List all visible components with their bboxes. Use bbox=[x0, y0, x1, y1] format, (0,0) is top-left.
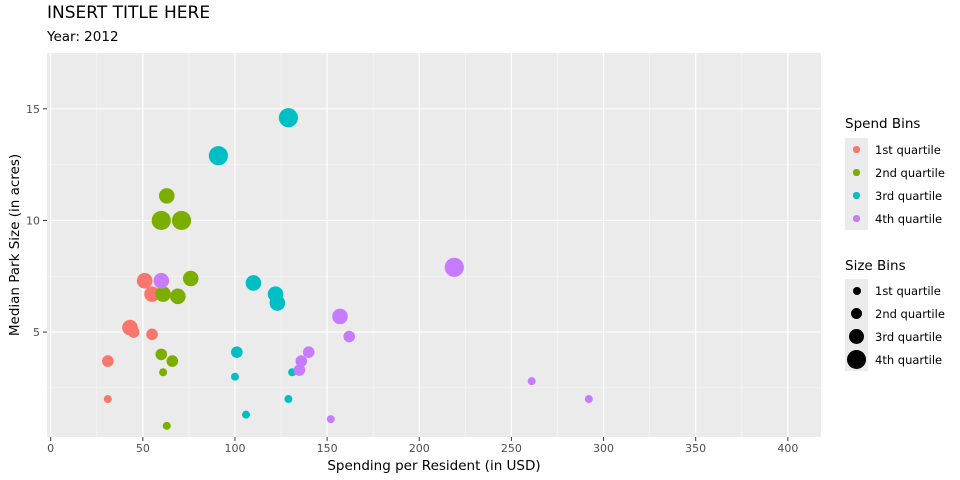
x-tick-label: 150 bbox=[317, 442, 338, 455]
x-tick-label: 300 bbox=[593, 442, 614, 455]
data-point bbox=[103, 395, 112, 404]
data-point bbox=[158, 188, 175, 204]
data-point bbox=[102, 355, 114, 367]
data-point bbox=[326, 415, 335, 424]
data-point bbox=[127, 326, 140, 338]
legend-label: 2nd quartile bbox=[875, 165, 945, 180]
data-point bbox=[146, 328, 158, 341]
data-point bbox=[170, 288, 186, 305]
legend-spend-item: 1st quartile bbox=[845, 138, 941, 161]
legend-spend-item: 3rd quartile bbox=[845, 184, 942, 207]
chart-subtitle: Year: 2012 bbox=[47, 29, 119, 45]
data-point bbox=[584, 395, 593, 404]
legend-key bbox=[845, 325, 868, 348]
data-point bbox=[155, 286, 171, 302]
legend-key bbox=[845, 348, 868, 371]
x-tick-label: 100 bbox=[224, 442, 245, 455]
legend-dot bbox=[848, 328, 865, 345]
legend-key bbox=[845, 161, 868, 184]
data-point bbox=[153, 272, 170, 289]
legend-size-item: 2nd quartile bbox=[845, 302, 945, 325]
x-tick-label: 0 bbox=[47, 442, 54, 455]
data-point bbox=[166, 355, 179, 367]
legend-size-item: 4th quartile bbox=[845, 348, 942, 371]
legend-dot bbox=[853, 215, 860, 222]
x-axis-label: Spending per Resident (in USD) bbox=[327, 458, 540, 474]
data-point bbox=[245, 275, 262, 291]
data-point bbox=[332, 308, 348, 325]
x-tick-label: 250 bbox=[501, 442, 522, 455]
legend-label: 1st quartile bbox=[875, 283, 941, 298]
data-point bbox=[151, 210, 171, 231]
plot-panel bbox=[47, 53, 821, 437]
legend-key bbox=[845, 302, 868, 325]
legend-label: 4th quartile bbox=[875, 352, 943, 367]
legend-dot bbox=[852, 286, 861, 295]
data-point bbox=[144, 286, 160, 302]
data-point bbox=[295, 355, 308, 367]
data-point bbox=[159, 368, 168, 377]
x-tick-label: 50 bbox=[136, 442, 150, 455]
legend-label: 3rd quartile bbox=[875, 188, 943, 203]
data-point bbox=[444, 257, 464, 277]
legend-spend-title: Spend Bins bbox=[845, 116, 921, 132]
legend-label: 4th quartile bbox=[875, 211, 943, 226]
legend-dot bbox=[853, 192, 860, 199]
data-point bbox=[284, 395, 293, 404]
data-point bbox=[302, 346, 315, 358]
data-point bbox=[182, 270, 199, 287]
legend-spend-item: 4th quartile bbox=[845, 207, 942, 230]
legend-dot bbox=[853, 169, 860, 176]
legend-key bbox=[845, 207, 868, 230]
legend-key bbox=[845, 138, 868, 161]
y-tick-label: 5 bbox=[33, 326, 40, 339]
data-point bbox=[293, 364, 306, 376]
data-point bbox=[208, 146, 228, 166]
legend-label: 1st quartile bbox=[875, 142, 941, 157]
data-point bbox=[162, 421, 171, 430]
legend-dot bbox=[853, 146, 860, 153]
data-point bbox=[155, 348, 168, 361]
chart-title: INSERT TITLE HERE bbox=[47, 3, 211, 23]
legend-dot bbox=[846, 349, 867, 370]
data-point bbox=[269, 295, 286, 311]
legend-label: 3rd quartile bbox=[875, 329, 943, 344]
x-tick-label: 350 bbox=[685, 442, 706, 455]
legend-dot bbox=[850, 307, 863, 320]
legend-spend-item: 2nd quartile bbox=[845, 161, 945, 184]
x-tick-label: 200 bbox=[409, 442, 430, 455]
data-point bbox=[278, 108, 299, 128]
legend-label: 2nd quartile bbox=[875, 306, 945, 321]
y-tick-label: 15 bbox=[26, 103, 40, 116]
data-point bbox=[230, 372, 239, 381]
data-point bbox=[343, 330, 356, 343]
data-point bbox=[231, 346, 243, 358]
y-axis-label: Median Park Size (in acres) bbox=[7, 154, 23, 336]
data-point bbox=[527, 377, 536, 386]
legend-key bbox=[845, 184, 868, 207]
data-point bbox=[136, 272, 153, 289]
legend-size-title: Size Bins bbox=[845, 258, 906, 274]
data-point bbox=[171, 210, 192, 231]
legend-size-item: 1st quartile bbox=[845, 279, 941, 302]
legend-size-item: 3rd quartile bbox=[845, 325, 942, 348]
data-point bbox=[242, 410, 251, 419]
y-tick-label: 10 bbox=[26, 214, 40, 227]
legend-key bbox=[845, 279, 868, 302]
x-tick-label: 400 bbox=[777, 442, 798, 455]
